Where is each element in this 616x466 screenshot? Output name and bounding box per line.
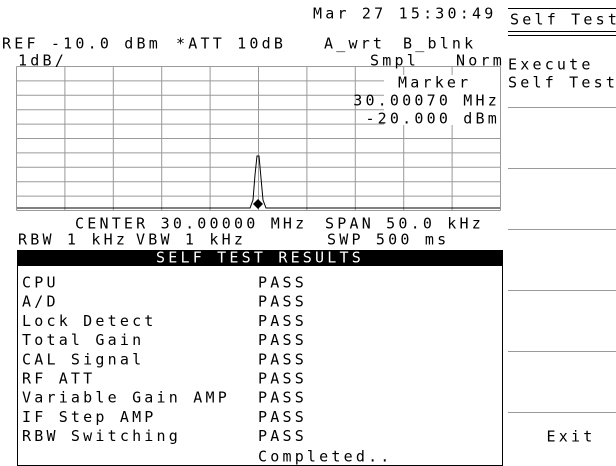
test-name: Total Gain [22, 331, 144, 349]
trace-b: B_blnk [403, 35, 476, 53]
marker-box [384, 75, 500, 125]
marker-diamond [253, 199, 263, 209]
test-status: PASS [258, 427, 307, 445]
results-header [17, 250, 503, 266]
marker-frequency: 30.00070 MHz [353, 92, 500, 110]
test-name: RBW Switching [22, 427, 181, 445]
softkey-title: Self Test [510, 11, 616, 29]
rbw: RBW 1 kHz [18, 231, 128, 249]
trace [17, 155, 500, 209]
test-status: PASS [258, 370, 307, 388]
ref-level: REF -10.0 dBm [2, 35, 161, 53]
softkey-exit[interactable]: Exit [547, 428, 596, 446]
test-name: Lock Detect [22, 312, 157, 330]
marker-level: -20.000 dBm [365, 110, 500, 128]
test-name: A/D [22, 293, 59, 311]
trace-a: A_wrt [324, 35, 385, 53]
test-status: PASS [258, 408, 307, 426]
test-status: PASS [258, 312, 307, 330]
center-frequency: CENTER 30.00000 MHz [75, 215, 307, 233]
marker-label: Marker [398, 74, 471, 92]
test-name: RF ATT [22, 370, 95, 388]
test-name: CPU [22, 274, 59, 292]
mode: Norm [456, 52, 505, 70]
softkey-execute[interactable]: Self Test [508, 74, 616, 92]
test-status: PASS [258, 350, 307, 368]
sweep-time: SWP 500 ms [327, 231, 449, 249]
test-status: PASS [258, 274, 307, 292]
detector: Smpl [370, 52, 419, 70]
test-name: IF Step AMP [22, 408, 157, 426]
attenuation: *ATT 10dB [176, 35, 286, 53]
test-status: PASS [258, 389, 307, 407]
span: SPAN 50.0 kHz [325, 215, 484, 233]
datetime: Mar 27 15:30:49 [313, 5, 496, 23]
results-rows: CPU PASS A/D PASS Lock Detect PASS Total Gain P… [22, 274, 307, 446]
test-name: CAL Signal [22, 350, 144, 368]
results-title: SELF TEST RESULTS [156, 249, 364, 267]
vbw: VBW 1 kHz [136, 231, 246, 249]
test-status: PASS [258, 331, 307, 349]
softkey-separators [508, 107, 616, 413]
test-name: Variable Gain AMP [22, 389, 230, 407]
scale: 1dB/ [18, 52, 67, 70]
test-status: PASS [258, 293, 307, 311]
results-status: Completed.. [258, 448, 393, 466]
softkey-execute[interactable]: Execute [508, 56, 594, 74]
